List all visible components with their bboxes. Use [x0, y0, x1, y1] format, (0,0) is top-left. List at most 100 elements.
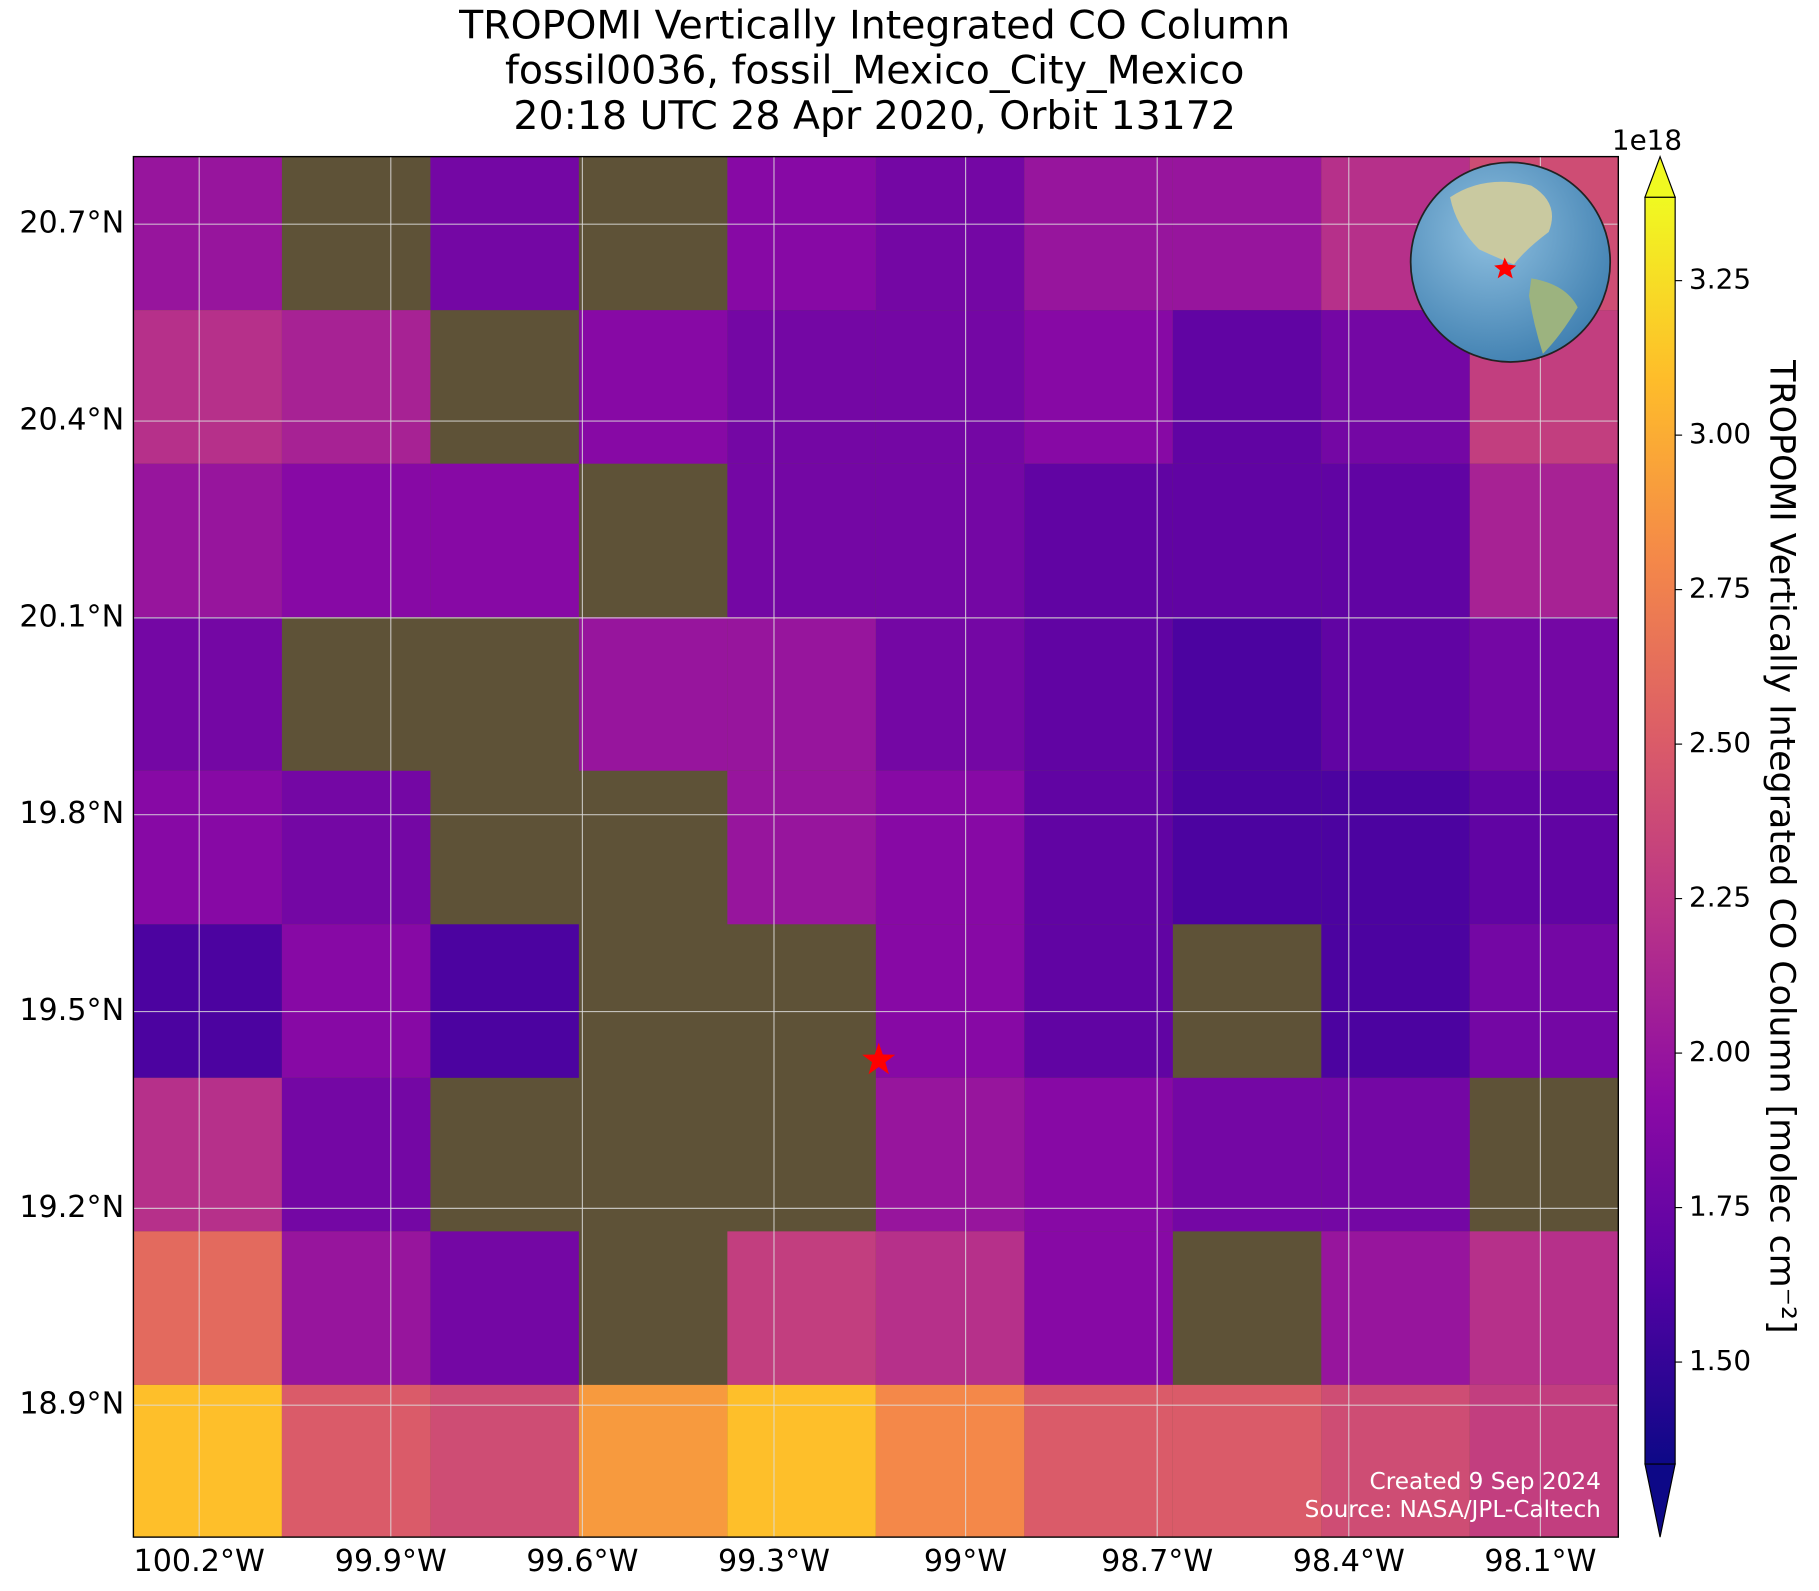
co-cell	[1469, 463, 1619, 618]
co-cell	[1024, 1384, 1173, 1538]
co-cell	[281, 1231, 431, 1385]
y-tick-label: 20.7°N	[19, 206, 124, 241]
colorbar-tick-label: 2.00	[1689, 1035, 1751, 1068]
colorbar-tick-label: 2.25	[1689, 881, 1751, 914]
title-line: 20:18 UTC 28 Apr 2020, Orbit 13172	[513, 93, 1236, 139]
globe-marker	[1494, 257, 1517, 279]
x-tick-label: 99.9°W	[335, 1544, 447, 1579]
co-cell	[133, 1384, 282, 1538]
co-cell	[1469, 617, 1619, 771]
y-tick-label: 19.5°N	[19, 993, 124, 1028]
co-cell	[133, 463, 282, 618]
co-cell	[133, 770, 282, 925]
site-marker	[862, 1042, 896, 1075]
co-cell	[281, 770, 431, 925]
co-cell	[281, 1384, 431, 1538]
x-tick-label: 99°W	[924, 1544, 1007, 1579]
co-cell	[1024, 617, 1173, 771]
co-cell	[1321, 770, 1470, 925]
co-cell	[727, 1384, 876, 1538]
co-cell	[875, 924, 1025, 1078]
co-cell	[133, 156, 282, 311]
co-cell	[281, 463, 431, 618]
footer-created: Created 9 Sep 2024	[1370, 1468, 1601, 1495]
map-frame	[132, 155, 1620, 1538]
co-cell	[1321, 1384, 1470, 1538]
colorbar-tick-label: 3.25	[1689, 263, 1751, 296]
co-cell	[1024, 310, 1173, 464]
co-cell	[133, 1077, 282, 1232]
co-cell	[578, 1384, 728, 1538]
x-tick-label: 98.7°W	[1101, 1544, 1213, 1579]
co-cell	[1469, 924, 1619, 1078]
co-cell	[430, 1231, 579, 1385]
co-cell	[1469, 1231, 1619, 1385]
co-cell	[1024, 924, 1173, 1078]
colorbar-tick-label: 2.75	[1689, 572, 1751, 605]
colorbar-tick-label: 2.50	[1689, 726, 1751, 759]
co-cell	[281, 924, 431, 1078]
co-cell	[875, 463, 1025, 618]
co-cell	[1024, 1077, 1173, 1232]
co-cell	[133, 1231, 282, 1385]
co-cell	[1469, 1384, 1619, 1538]
co-cell	[430, 463, 579, 618]
co-cell	[1024, 463, 1173, 618]
co-cell	[1024, 156, 1173, 311]
co-cell	[727, 617, 876, 771]
title-line: fossil0036, fossil_Mexico_City_Mexico	[505, 48, 1244, 94]
co-cell	[875, 310, 1025, 464]
x-tick-label: 100.2°W	[134, 1544, 265, 1579]
co-cell	[875, 156, 1025, 311]
co-cell	[727, 1231, 876, 1385]
colorbar	[1644, 196, 1676, 1465]
co-cell	[727, 310, 876, 464]
co-cell	[1024, 1231, 1173, 1385]
colorbar-tick-label: 1.75	[1689, 1190, 1751, 1223]
title-line: TROPOMI Vertically Integrated CO Column	[458, 2, 1290, 48]
y-tick-label: 20.1°N	[19, 599, 124, 634]
graticule	[133, 156, 1619, 1538]
x-tick-label: 98.1°W	[1484, 1544, 1596, 1579]
co-cell	[1024, 770, 1173, 925]
x-tick-label: 99.6°W	[526, 1544, 638, 1579]
co-cell	[875, 1231, 1025, 1385]
colorbar-label: TROPOMI Vertically Integrated CO Column …	[1762, 359, 1802, 1333]
y-tick-label: 18.9°N	[19, 1387, 124, 1422]
y-tick-label: 20.4°N	[19, 403, 124, 438]
co-cell	[133, 924, 282, 1078]
co-cell	[1172, 617, 1322, 771]
y-tick-label: 19.2°N	[19, 1190, 124, 1225]
colorbar-exponent: 1e18	[1612, 124, 1682, 157]
co-cell	[281, 1077, 431, 1232]
co-cell	[430, 924, 579, 1078]
co-cell	[727, 463, 876, 618]
co-cell	[1321, 1231, 1470, 1385]
co-cell	[727, 156, 876, 311]
south-america	[1528, 278, 1578, 354]
co-cell	[1321, 617, 1470, 771]
data-layer	[133, 156, 1619, 1538]
co-cell	[1172, 770, 1322, 925]
co-cell	[133, 617, 282, 771]
co-cell	[1172, 1077, 1322, 1232]
co-cell	[1172, 310, 1322, 464]
co-cell	[1321, 463, 1470, 618]
co-cell	[875, 1077, 1025, 1232]
colorbar-extend-top	[1644, 154, 1676, 198]
co-cell	[727, 770, 876, 925]
y-tick-label: 19.8°N	[19, 796, 124, 831]
co-cell	[578, 310, 728, 464]
co-cell	[875, 770, 1025, 925]
co-cell	[1321, 1077, 1470, 1232]
colorbar-tick-label: 1.50	[1689, 1344, 1751, 1377]
co-cell	[578, 617, 728, 771]
co-cell	[1172, 156, 1322, 311]
north-america	[1450, 181, 1553, 265]
co-cell	[1172, 463, 1322, 618]
co-cell	[1321, 924, 1470, 1078]
footer-source: Source: NASA/JPL-Caltech	[1305, 1496, 1601, 1523]
globe-inset	[1409, 161, 1612, 363]
